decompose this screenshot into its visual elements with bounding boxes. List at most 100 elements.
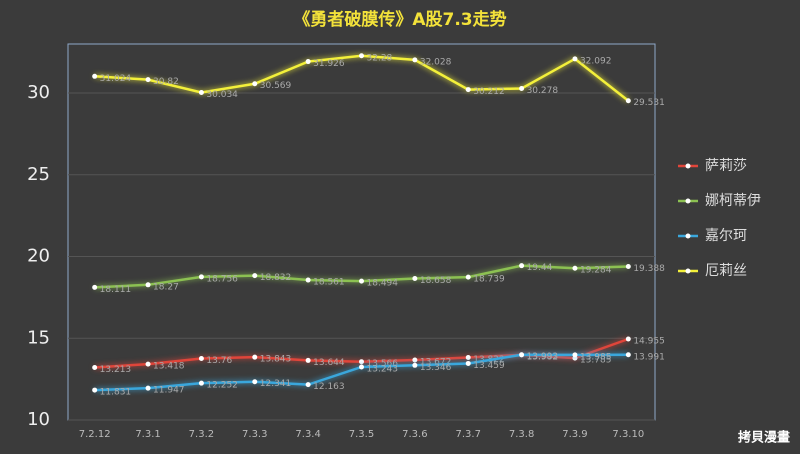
data-point	[145, 385, 151, 391]
data-label: 18.658	[420, 276, 452, 286]
data-point	[412, 357, 418, 363]
data-point	[519, 263, 525, 269]
data-label: 13.213	[100, 365, 132, 375]
data-label: 12.341	[260, 379, 292, 389]
data-point	[465, 87, 471, 93]
data-point	[359, 278, 364, 284]
x-tick-label: 7.3.2	[189, 429, 214, 440]
data-point	[519, 85, 525, 91]
data-label: 13.991	[633, 352, 665, 362]
data-point	[465, 274, 471, 280]
data-point	[305, 277, 311, 283]
x-tick-label: 7.3.7	[456, 429, 481, 440]
data-point	[465, 355, 471, 361]
data-label: 11.947	[153, 386, 185, 396]
data-label: 12.252	[206, 381, 238, 391]
data-label: 18.739	[473, 275, 505, 285]
data-point	[572, 56, 578, 62]
x-tick-label: 7.3.1	[135, 429, 160, 440]
data-point	[412, 57, 418, 63]
data-label: 30.569	[260, 81, 292, 91]
y-tick-label: 10	[27, 409, 50, 430]
data-point	[359, 364, 364, 370]
data-point	[252, 379, 258, 385]
data-label: 13.459	[473, 361, 505, 371]
data-label: 30.278	[527, 86, 559, 96]
data-point	[198, 356, 204, 362]
data-label: 18.561	[313, 278, 345, 288]
data-point	[465, 360, 471, 366]
data-label: 13.644	[313, 358, 345, 368]
data-label: 18.494	[367, 279, 399, 289]
data-label: 19.284	[580, 266, 612, 276]
data-label: 29.531	[633, 98, 665, 108]
data-point	[359, 53, 364, 59]
data-label: 30.82	[153, 77, 179, 87]
data-label: 13.243	[367, 364, 399, 374]
x-tick-label: 7.3.8	[509, 429, 534, 440]
data-point	[92, 284, 98, 290]
watermark: 拷貝漫畫	[738, 430, 790, 446]
data-point	[625, 336, 631, 342]
legend-marker	[685, 198, 691, 204]
data-point	[572, 352, 578, 358]
legend-marker	[685, 268, 691, 274]
data-point	[252, 273, 258, 279]
data-label: 30.034	[206, 90, 238, 100]
data-label: 18.756	[206, 274, 238, 284]
chart-title: 《勇者破膜传》A股7.3走势	[293, 9, 506, 30]
data-label: 32.028	[420, 57, 452, 67]
x-tick-label: 7.3.10	[612, 429, 644, 440]
data-point	[198, 89, 204, 95]
x-tick-label: 7.3.6	[402, 429, 427, 440]
data-label: 13.418	[153, 362, 185, 372]
data-point	[625, 264, 631, 270]
data-point	[305, 382, 311, 388]
data-point	[198, 380, 204, 386]
data-label: 12.163	[313, 382, 345, 392]
data-label: 30.212	[473, 87, 505, 97]
data-label: 19.388	[633, 264, 665, 274]
data-point	[145, 77, 151, 83]
y-tick-label: 15	[27, 327, 50, 348]
data-point	[519, 352, 525, 358]
data-label: 13.993	[527, 352, 559, 362]
data-point	[305, 357, 311, 363]
y-tick-label: 20	[27, 246, 50, 267]
data-point	[198, 274, 204, 280]
y-tick-label: 30	[27, 82, 50, 103]
data-label: 13.672	[420, 357, 452, 367]
data-label: 11.831	[100, 388, 132, 398]
data-point	[145, 361, 151, 367]
data-label: 32.092	[580, 56, 612, 66]
x-tick-label: 7.2.12	[79, 429, 111, 440]
data-point	[92, 73, 98, 79]
legend-marker	[685, 163, 691, 169]
data-point	[625, 98, 631, 104]
legend-marker	[685, 233, 691, 239]
data-label: 31.926	[313, 59, 345, 69]
data-label: 13.346	[420, 363, 452, 373]
x-tick-label: 7.3.4	[295, 429, 320, 440]
legend-label: 萨莉莎	[705, 158, 747, 174]
data-label: 13.785	[580, 356, 612, 366]
data-label: 13.76	[206, 356, 232, 366]
data-point	[92, 364, 98, 370]
legend-label: 娜柯蒂伊	[705, 193, 761, 209]
data-label: 18.832	[260, 273, 292, 283]
legend-label: 嘉尔珂	[705, 228, 747, 244]
data-label: 18.111	[100, 285, 132, 295]
data-label: 14.955	[633, 336, 665, 346]
x-tick-label: 7.3.5	[349, 429, 374, 440]
x-tick-label: 7.3.9	[562, 429, 587, 440]
data-label: 32.28	[367, 53, 393, 63]
data-point	[625, 352, 631, 358]
data-label: 13.566	[367, 359, 399, 369]
data-point	[412, 275, 418, 281]
data-label: 19.44	[527, 263, 553, 273]
y-tick-label: 25	[27, 164, 50, 185]
data-point	[572, 265, 578, 271]
data-label: 13.985	[580, 352, 612, 362]
